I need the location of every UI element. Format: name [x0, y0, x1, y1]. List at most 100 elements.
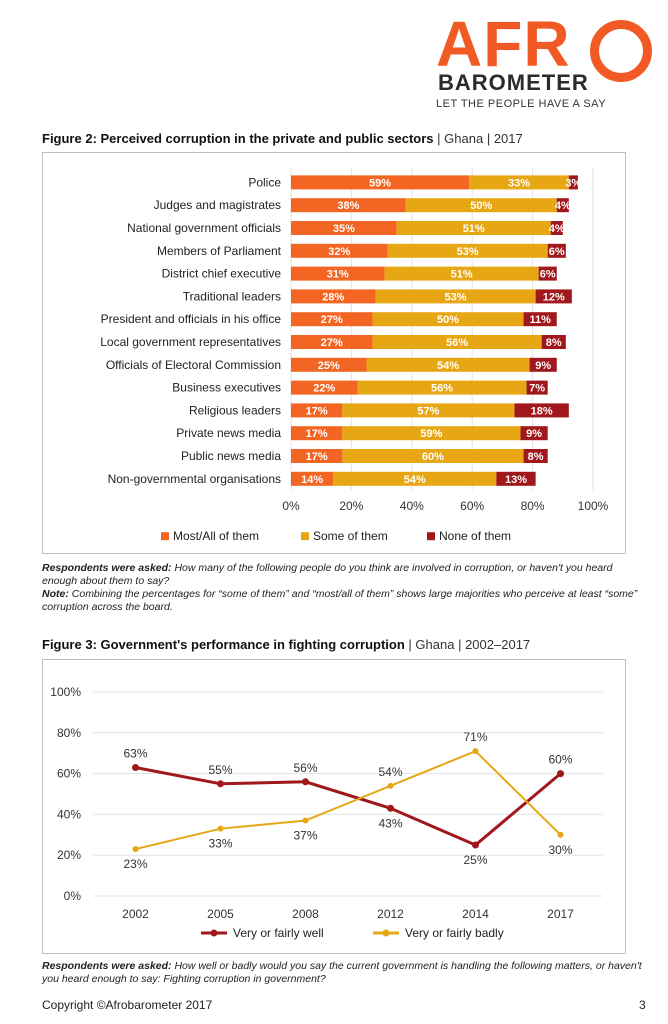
bar-data-label: 60%: [422, 451, 444, 463]
bar-data-label: 17%: [306, 405, 328, 417]
y-tick-label: 60%: [57, 767, 81, 781]
data-label: 55%: [208, 763, 232, 777]
bar-data-label: 6%: [540, 269, 556, 281]
data-point: [302, 817, 309, 824]
bar-data-label: 50%: [437, 314, 459, 326]
bar-none-of-them: [547, 243, 566, 258]
figure2-notes: Respondents were asked: How many of the …: [42, 562, 642, 614]
category-label: Members of Parliament: [157, 244, 282, 258]
bar-some-of-them: [342, 449, 524, 463]
x-tick-label: 2012: [377, 907, 404, 921]
bar-most-all-of-them: [291, 403, 343, 418]
legend-marker: [382, 929, 390, 937]
bar-data-label: 6%: [549, 246, 565, 258]
x-tick-label: 60%: [460, 499, 484, 513]
bar-data-label: 13%: [505, 474, 527, 486]
data-point: [472, 841, 479, 849]
bar-data-label: 33%: [508, 177, 530, 189]
bar-data-label: 50%: [470, 200, 492, 212]
data-label: 23%: [123, 857, 147, 871]
bar-data-label: 59%: [420, 428, 442, 440]
logo-afro-text: AFR: [436, 8, 571, 80]
legend-label: None of them: [439, 529, 511, 543]
figure2-note-text: Combining the percentages for “some of t…: [42, 588, 638, 613]
bar-data-label: 38%: [337, 200, 359, 212]
data-label: 60%: [548, 753, 572, 767]
bar-none-of-them: [568, 175, 578, 190]
bar-some-of-them: [366, 357, 530, 372]
logo-tagline: LET THE PEOPLE HAVE A SAY: [436, 98, 607, 110]
y-tick-label: 20%: [57, 848, 81, 862]
category-label: Non-governmental organisations: [108, 472, 281, 486]
bar-none-of-them: [541, 335, 566, 349]
category-label: Police: [248, 175, 281, 189]
bar-most-all-of-them: [291, 221, 397, 235]
bar-data-label: 12%: [543, 291, 565, 303]
bar-data-label: 25%: [318, 360, 340, 372]
bar-data-label: 9%: [535, 360, 551, 372]
bar-most-all-of-them: [291, 198, 406, 213]
bar-most-all-of-them: [291, 243, 388, 258]
legend-label: Very or fairly well: [233, 926, 324, 940]
bar-most-all-of-them: [291, 426, 343, 441]
bar-none-of-them: [550, 221, 563, 235]
bar-none-of-them: [535, 289, 572, 304]
bar-data-label: 27%: [321, 314, 343, 326]
figure3-notes: Respondents were asked: How well or badl…: [42, 960, 642, 986]
y-tick-label: 40%: [57, 807, 81, 821]
x-tick-label: 2017: [547, 907, 574, 921]
data-point: [217, 780, 224, 788]
series-line-very-or-fairly-badly: [135, 749, 562, 851]
data-point: [132, 846, 139, 853]
category-label: National government officials: [127, 221, 281, 235]
bar-data-label: 8%: [528, 451, 544, 463]
bar-some-of-them: [342, 403, 515, 418]
data-point: [557, 770, 564, 778]
legend-label: Most/All of them: [173, 529, 259, 543]
data-label: 71%: [463, 730, 487, 744]
data-point: [217, 825, 224, 832]
bar-none-of-them: [496, 471, 536, 486]
data-label: 33%: [208, 837, 232, 851]
x-tick-label: 20%: [339, 499, 363, 513]
bar-some-of-them: [357, 380, 527, 395]
x-tick-label: 2008: [292, 907, 319, 921]
bar-data-label: 17%: [306, 451, 328, 463]
bar-data-label: 22%: [313, 383, 335, 395]
bar-some-of-them: [387, 243, 548, 258]
x-tick-label: 80%: [521, 499, 545, 513]
data-label: 54%: [378, 765, 402, 779]
bar-most-all-of-them: [291, 266, 385, 281]
footer-copyright: Copyright ©Afrobarometer 2017: [42, 998, 213, 1012]
bar-none-of-them: [526, 380, 548, 395]
bar-most-all-of-them: [291, 312, 373, 327]
legend-marker: [210, 929, 218, 937]
category-label: President and officials in his office: [101, 312, 282, 326]
bar-none-of-them: [514, 403, 569, 418]
figure2-asked-label: Respondents were asked:: [42, 562, 172, 574]
figure3-title-row: Figure 3: Government's performance in fi…: [42, 637, 531, 652]
bar-some-of-them: [372, 335, 542, 349]
figure2-title: Figure 2: Perceived corruption in the pr…: [42, 131, 434, 146]
bar-most-all-of-them: [291, 175, 470, 190]
figure2-note-label: Note:: [42, 588, 69, 600]
category-label: Traditional leaders: [183, 289, 281, 303]
category-label: Local government representatives: [100, 335, 281, 349]
bar-data-label: 53%: [457, 246, 479, 258]
bar-data-label: 56%: [446, 337, 468, 349]
bar-data-label: 31%: [327, 269, 349, 281]
data-point: [132, 763, 139, 771]
figure3-line-chart: 0% 20% 40% 60% 80% 100% 2002 2005 2008 2012 2014 20…: [50, 685, 603, 940]
logo-africa-circle-icon: [590, 20, 652, 82]
bar-data-label: 7%: [529, 383, 545, 395]
legend-swatch: [161, 532, 169, 541]
bar-data-label: 53%: [445, 291, 467, 303]
bar-data-label: 17%: [306, 428, 328, 440]
legend-label: Very or fairly badly: [405, 926, 504, 940]
bar-data-label: 8%: [546, 337, 562, 349]
bar-data-label: 54%: [437, 360, 459, 372]
bar-data-label: 59%: [369, 177, 391, 189]
x-tick-label: 0%: [282, 499, 300, 513]
figure2-title-row: Figure 2: Perceived corruption in the pr…: [42, 131, 523, 146]
figure3-panel: 0% 20% 40% 60% 80% 100% 2002 2005 2008 2012 2014 20…: [42, 659, 626, 954]
